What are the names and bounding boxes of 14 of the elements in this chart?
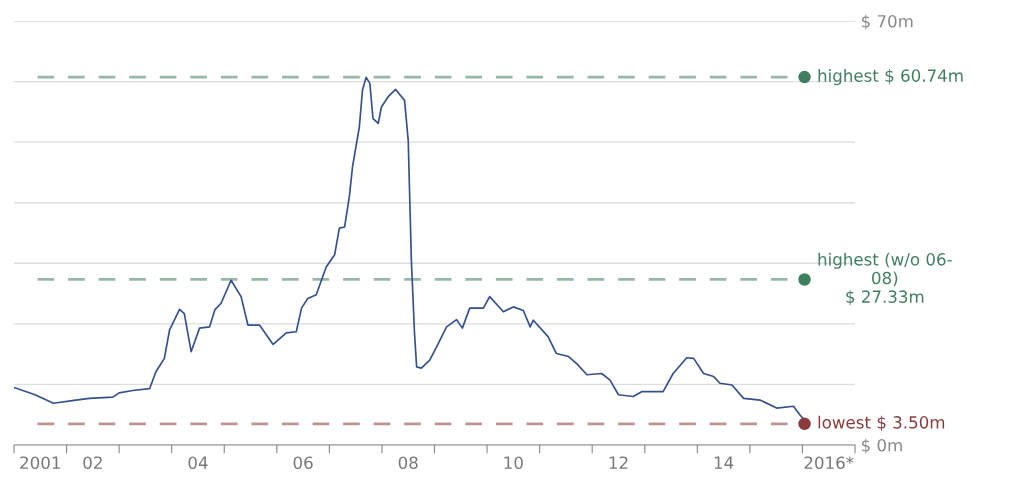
x-tick-label: 06 [293, 456, 313, 470]
ref-line-label: highest $ 60.74m [818, 69, 963, 86]
x-tick-label: 2016* [804, 456, 854, 470]
x-tick-label: 02 [83, 456, 102, 470]
x-tick-label: 08 [398, 456, 418, 470]
x-tick-label: 2001 [20, 456, 60, 470]
ref-line-label: lowest $ 3.50m [818, 415, 945, 431]
x-tick-label: 04 [188, 456, 208, 470]
y-tick-label: $ 70m [861, 14, 913, 30]
x-tick-label: 12 [609, 456, 628, 469]
ref-line-label: highest (w/o 06- 08) $ 27.33m [818, 252, 952, 306]
y-tick-label: $ 0m [861, 438, 902, 454]
x-tick-label: 10 [504, 456, 523, 470]
x-tick-label: 14 [714, 456, 734, 469]
